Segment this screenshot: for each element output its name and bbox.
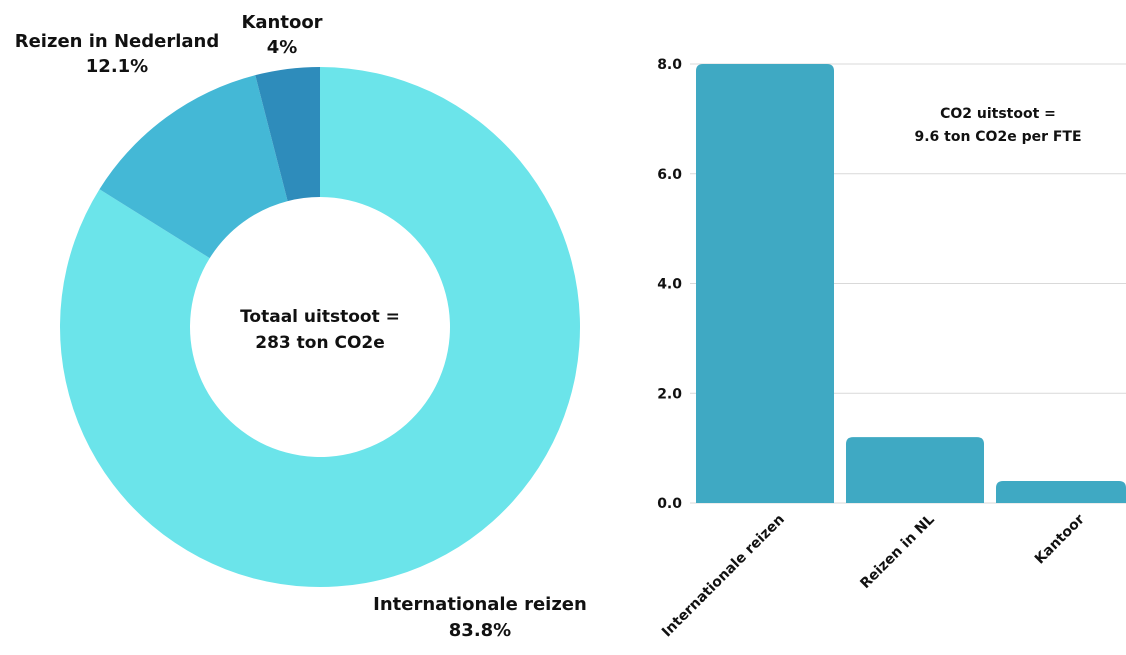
slice-percent-reizen-in-nederland: 12.1%: [86, 56, 148, 77]
x-axis-labels: Internationale reizen Reizen in NL Kantoor: [659, 511, 1088, 640]
y-tick-label-2-0: 2.0: [657, 386, 682, 402]
donut-center-label-line-2: 283 ton CO2e: [255, 333, 385, 353]
slice-percent-internationale-reizen: 83.8%: [449, 620, 511, 641]
slice-label-kantoor: Kantoor: [241, 12, 322, 33]
donut-center-label-line-1: Totaal uitstoot =: [240, 307, 400, 327]
slice-label-internationale-reizen: Internationale reizen: [373, 594, 587, 615]
donut-slice-kantoor: [255, 67, 320, 202]
y-axis-ticks: 0.0 2.0 4.0 6.0 8.0: [657, 57, 682, 512]
donut-chart: Totaal uitstoot = 283 ton CO2e Kantoor 4…: [15, 12, 587, 641]
y-tick-label-4-0: 4.0: [657, 277, 682, 293]
donut-slices: [59, 67, 580, 587]
bar-chart: 0.0 2.0 4.0 6.0 8.0 Internationale reizen Rei…: [657, 57, 1126, 640]
bar-internationale-reizen: [696, 64, 834, 503]
y-tick-label-8-0: 8.0: [657, 57, 682, 73]
bar-reizen-in-nl: [846, 437, 984, 503]
slice-label-reizen-in-nederland: Reizen in Nederland: [15, 31, 220, 52]
y-tick-label-0-0: 0.0: [657, 496, 682, 512]
x-tick-label-internationale-reizen: Internationale reizen: [659, 512, 788, 641]
x-tick-label-kantoor: Kantoor: [1032, 511, 1088, 567]
bar-annotation-line-2: 9.6 ton CO2e per FTE: [914, 129, 1081, 145]
donut-slice-internationale-reizen: [59, 67, 580, 587]
slice-percent-kantoor: 4%: [267, 37, 298, 58]
y-tick-label-6-0: 6.0: [657, 167, 682, 183]
donut-slice-reizen-in-nederland: [99, 75, 288, 259]
bar-kantoor: [996, 481, 1126, 503]
x-tick-label-reizen-in-nl: Reizen in NL: [857, 511, 938, 592]
bars: [696, 64, 1126, 503]
bar-annotation-line-1: CO2 uitstoot =: [940, 106, 1056, 122]
